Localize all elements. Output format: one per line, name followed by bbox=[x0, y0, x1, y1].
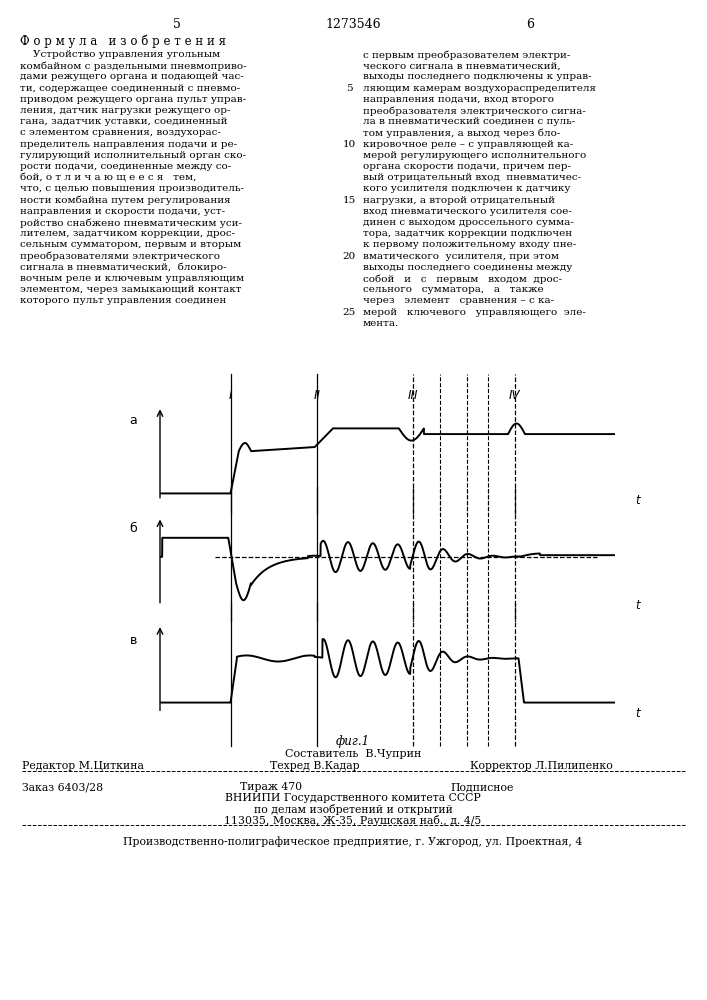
Text: мента.: мента. bbox=[363, 319, 399, 328]
Text: Составитель  В.Чуприн: Составитель В.Чуприн bbox=[285, 749, 421, 759]
Text: гулирующий исполнительный орган ско-: гулирующий исполнительный орган ско- bbox=[20, 151, 246, 160]
Text: что, с целью повышения производитель-: что, с целью повышения производитель- bbox=[20, 184, 244, 193]
Text: ВНИИПИ Государственного комитета СССР: ВНИИПИ Государственного комитета СССР bbox=[225, 793, 481, 803]
Text: к первому положительному входу пне-: к первому положительному входу пне- bbox=[363, 240, 576, 249]
Text: которого пульт управления соединен: которого пульт управления соединен bbox=[20, 296, 226, 305]
Text: 6: 6 bbox=[526, 18, 534, 31]
Text: том управления, а выход через бло-: том управления, а выход через бло- bbox=[363, 128, 561, 138]
Text: мерой   ключевого   управляющего  эле-: мерой ключевого управляющего эле- bbox=[363, 308, 586, 317]
Text: с первым преобразователем электри-: с первым преобразователем электри- bbox=[363, 50, 571, 60]
Text: III: III bbox=[407, 389, 418, 402]
Text: 20: 20 bbox=[342, 252, 356, 261]
Text: сельным сумматором, первым и вторым: сельным сумматором, первым и вторым bbox=[20, 240, 241, 249]
Text: вый отрицательный вход  пневматичес-: вый отрицательный вход пневматичес- bbox=[363, 173, 581, 182]
Text: мерой регулирующего исполнительного: мерой регулирующего исполнительного bbox=[363, 151, 586, 160]
Text: вочным реле и ключевым управляющим: вочным реле и ключевым управляющим bbox=[20, 274, 244, 283]
Text: ла в пневматический соединен с пуль-: ла в пневматический соединен с пуль- bbox=[363, 117, 575, 126]
Text: 5: 5 bbox=[346, 84, 352, 93]
Text: Тираж 470: Тираж 470 bbox=[240, 782, 302, 792]
Text: тора, задатчик коррекции подключен: тора, задатчик коррекции подключен bbox=[363, 229, 572, 238]
Text: Подписное: Подписное bbox=[450, 782, 513, 792]
Text: бой, о т л и ч а ю щ е е с я   тем,: бой, о т л и ч а ю щ е е с я тем, bbox=[20, 173, 197, 182]
Text: вматического  усилителя, при этом: вматического усилителя, при этом bbox=[363, 252, 559, 261]
Text: а: а bbox=[129, 414, 137, 427]
Text: преобразователя электрического сигна-: преобразователя электрического сигна- bbox=[363, 106, 586, 115]
Text: 113035, Москва, Ж-35, Раушская наб., д. 4/5: 113035, Москва, Ж-35, Раушская наб., д. … bbox=[224, 815, 481, 826]
Text: преобразователями электрического: преобразователями электрического bbox=[20, 252, 220, 261]
Text: Производственно-полиграфическое предприятие, г. Ужгород, ул. Проектная, 4: Производственно-полиграфическое предприя… bbox=[124, 836, 583, 847]
Text: кировочное реле – с управляющей ка-: кировочное реле – с управляющей ка- bbox=[363, 140, 573, 149]
Text: Заказ 6403/28: Заказ 6403/28 bbox=[22, 782, 103, 792]
Text: $t$: $t$ bbox=[636, 599, 643, 612]
Text: направления и скорости подачи, уст-: направления и скорости подачи, уст- bbox=[20, 207, 225, 216]
Text: вход пневматического усилителя сое-: вход пневматического усилителя сое- bbox=[363, 207, 572, 216]
Text: лителем, задатчиком коррекции, дрос-: лителем, задатчиком коррекции, дрос- bbox=[20, 229, 235, 238]
Text: кого усилителя подключен к датчику: кого усилителя подключен к датчику bbox=[363, 184, 571, 193]
Text: ления, датчик нагрузки режущего ор-: ления, датчик нагрузки режущего ор- bbox=[20, 106, 230, 115]
Text: 15: 15 bbox=[342, 196, 356, 205]
Text: Устройство управления угольным: Устройство управления угольным bbox=[20, 50, 221, 59]
Text: ческого сигнала в пневматический,: ческого сигнала в пневматический, bbox=[363, 61, 561, 70]
Text: органа скорости подачи, причем пер-: органа скорости подачи, причем пер- bbox=[363, 162, 571, 171]
Text: выходы последнего подключены к управ-: выходы последнего подключены к управ- bbox=[363, 72, 592, 81]
Text: через   элемент   сравнения – с ка-: через элемент сравнения – с ка- bbox=[363, 296, 554, 305]
Text: ляющим камерам воздухораспределителя: ляющим камерам воздухораспределителя bbox=[363, 84, 596, 93]
Text: 5: 5 bbox=[173, 18, 181, 31]
Text: фиг.1: фиг.1 bbox=[336, 735, 370, 748]
Text: ности комбайна путем регулирования: ности комбайна путем регулирования bbox=[20, 196, 230, 205]
Text: 1273546: 1273546 bbox=[325, 18, 381, 31]
Text: комбайном с раздельными пневмоприво-: комбайном с раздельными пневмоприво- bbox=[20, 61, 247, 71]
Text: динен с выходом дроссельного сумма-: динен с выходом дроссельного сумма- bbox=[363, 218, 574, 227]
Text: 10: 10 bbox=[342, 140, 356, 149]
Text: $t$: $t$ bbox=[636, 494, 643, 507]
Text: сельного   сумматора,   а   также: сельного сумматора, а также bbox=[363, 285, 544, 294]
Text: дами режущего органа и подающей час-: дами режущего органа и подающей час- bbox=[20, 72, 244, 81]
Text: II: II bbox=[313, 389, 320, 402]
Text: направления подачи, вход второго: направления подачи, вход второго bbox=[363, 95, 554, 104]
Text: пределитель направления подачи и ре-: пределитель направления подачи и ре- bbox=[20, 140, 237, 149]
Text: $t$: $t$ bbox=[636, 707, 643, 720]
Text: рости подачи, соединенные между со-: рости подачи, соединенные между со- bbox=[20, 162, 231, 171]
Text: 25: 25 bbox=[342, 308, 356, 317]
Text: нагрузки, а второй отрицательный: нагрузки, а второй отрицательный bbox=[363, 196, 555, 205]
Text: Техред В.Кадар: Техред В.Кадар bbox=[270, 761, 360, 771]
Text: ройство снабжено пневматическим уси-: ройство снабжено пневматическим уси- bbox=[20, 218, 242, 228]
Text: Ф о р м у л а   и з о б р е т е н и я: Ф о р м у л а и з о б р е т е н и я bbox=[20, 34, 226, 47]
Text: собой   и   с   первым   входом  дрос-: собой и с первым входом дрос- bbox=[363, 274, 562, 284]
Text: б: б bbox=[129, 522, 137, 535]
Text: Корректор Л.Пилипенко: Корректор Л.Пилипенко bbox=[470, 761, 613, 771]
Text: I: I bbox=[229, 389, 233, 402]
Text: в: в bbox=[130, 635, 137, 648]
Text: приводом режущего органа пульт управ-: приводом режущего органа пульт управ- bbox=[20, 95, 246, 104]
Text: Редактор М.Циткина: Редактор М.Циткина bbox=[22, 761, 144, 771]
Text: элементом, через замыкающий контакт: элементом, через замыкающий контакт bbox=[20, 285, 242, 294]
Text: IV: IV bbox=[509, 389, 520, 402]
Text: гана, задатчик уставки, соединенный: гана, задатчик уставки, соединенный bbox=[20, 117, 228, 126]
Text: выходы последнего соединены между: выходы последнего соединены между bbox=[363, 263, 573, 272]
Text: сигнала в пневматический,  блокиро-: сигнала в пневматический, блокиро- bbox=[20, 263, 227, 272]
Text: ти, содержащее соединенный с пневмо-: ти, содержащее соединенный с пневмо- bbox=[20, 84, 240, 93]
Text: по делам изобретений и открытий: по делам изобретений и открытий bbox=[254, 804, 452, 815]
Text: с элементом сравнения, воздухорас-: с элементом сравнения, воздухорас- bbox=[20, 128, 221, 137]
